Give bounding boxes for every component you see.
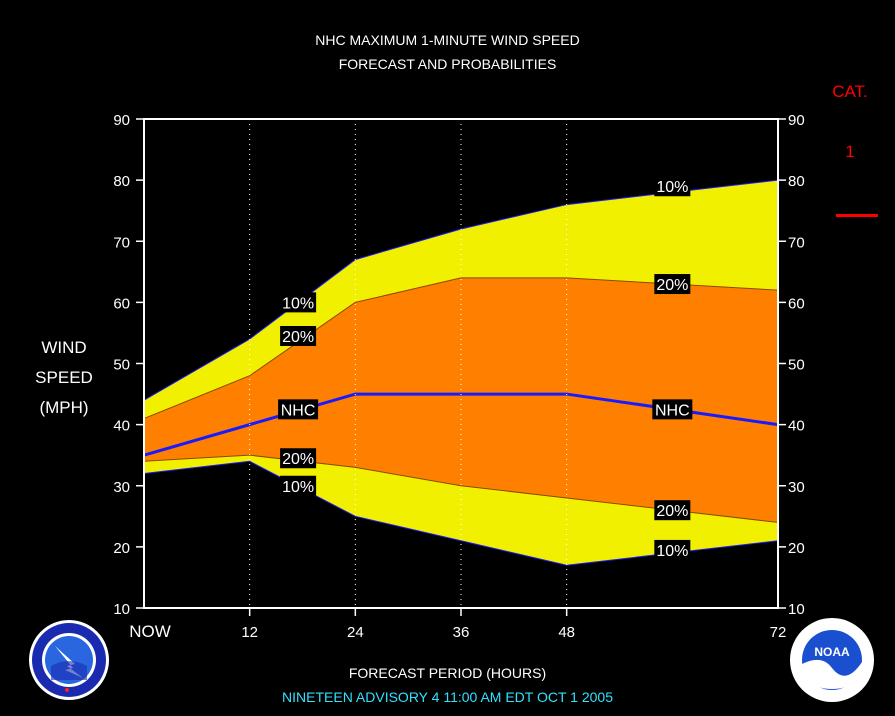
y-tick-label-right-70: 70 bbox=[788, 234, 805, 251]
series-label-box-3 bbox=[280, 448, 317, 469]
y-tick-label-left-40: 40 bbox=[113, 418, 130, 435]
noaa-logo: NOAA bbox=[790, 618, 874, 702]
y-tick-label-right-40: 40 bbox=[788, 418, 805, 435]
y-tick-label-right-20: 20 bbox=[788, 540, 805, 557]
noaa-logo-text: NOAA bbox=[814, 645, 850, 659]
x-tick-label-36: 36 bbox=[453, 624, 470, 641]
line-lower-20 bbox=[144, 454, 778, 523]
y-axis-label-line3: (MPH) bbox=[39, 398, 89, 417]
x-tick-label-12: 12 bbox=[241, 624, 258, 641]
series-label-8: 20% bbox=[656, 503, 688, 520]
chart-title-line2: FORECAST AND PROBABILITIES bbox=[338, 56, 557, 72]
nws-logo bbox=[29, 620, 109, 700]
x-tick-label-72: 72 bbox=[770, 624, 787, 641]
series-label-box-9 bbox=[654, 539, 691, 560]
y-tick-label-left-70: 70 bbox=[113, 234, 130, 251]
y-axis-label-line2: SPEED bbox=[35, 368, 93, 387]
series-label-1: 20% bbox=[282, 329, 314, 346]
y-tick-label-left-30: 30 bbox=[113, 479, 130, 496]
y-axis-ticks: 10 10 20 20 30 30 40 40 50 50 60 60 70 70 80 80 90 90 bbox=[113, 112, 804, 618]
line-upper-20 bbox=[144, 277, 778, 419]
series-label-box-6 bbox=[654, 274, 691, 295]
y-tick-label-right-50: 50 bbox=[788, 357, 805, 374]
y-tick-label-left-20: 20 bbox=[113, 540, 130, 557]
x-axis-label: FORECAST PERIOD (HOURS) bbox=[348, 665, 547, 681]
y-tick-label-right-10: 10 bbox=[788, 601, 805, 618]
y-tick-label-left-10: 10 bbox=[113, 601, 130, 618]
x-tick-label-48: 48 bbox=[558, 624, 575, 641]
category-value: 1 bbox=[845, 142, 855, 161]
category-line bbox=[836, 214, 878, 217]
series-label-box-1 bbox=[280, 325, 317, 346]
category-label: CAT. bbox=[832, 82, 868, 101]
series-label-4: 10% bbox=[282, 479, 314, 496]
y-tick-label-right-90: 90 bbox=[788, 112, 805, 129]
y-tick-label-left-60: 60 bbox=[113, 295, 130, 312]
series-label-box-5 bbox=[654, 176, 691, 197]
x-tick-label-24: 24 bbox=[347, 624, 364, 641]
y-tick-label-right-60: 60 bbox=[788, 295, 805, 312]
y-axis-label-line1: WIND bbox=[41, 338, 87, 357]
series-label-2: NHC bbox=[281, 402, 316, 419]
series-label-7: NHC bbox=[655, 402, 690, 419]
y-tick-label-right-30: 30 bbox=[788, 479, 805, 496]
series-label-box-4 bbox=[280, 475, 317, 496]
series-label-box-0 bbox=[280, 292, 317, 313]
y-tick-label-right-80: 80 bbox=[788, 173, 805, 190]
series-label-box-2 bbox=[278, 399, 319, 420]
y-tick-label-left-50: 50 bbox=[113, 357, 130, 374]
line-lower-10 bbox=[144, 460, 778, 566]
series-label-box-8 bbox=[654, 500, 691, 521]
series-labels: 10% 20% NHC 20% 10% 10% 20% NHC 20% 10% bbox=[278, 176, 693, 560]
series-label-6: 20% bbox=[656, 277, 688, 294]
series-label-9: 10% bbox=[656, 543, 688, 560]
series-label-3: 20% bbox=[282, 451, 314, 468]
advisory-text: NINETEEN ADVISORY 4 11:00 AM EDT OCT 1 2… bbox=[282, 689, 613, 705]
line-upper-10 bbox=[144, 179, 778, 401]
y-tick-label-left-90: 90 bbox=[113, 112, 130, 129]
x-tick-label-NOW: NOW bbox=[129, 622, 171, 641]
chart-title-line1: NHC MAXIMUM 1-MINUTE WIND SPEED bbox=[315, 32, 580, 48]
x-axis-ticks: NOW 12 24 36 48 72 bbox=[129, 608, 786, 641]
y-tick-label-left-80: 80 bbox=[113, 173, 130, 190]
series-label-0: 10% bbox=[282, 295, 314, 312]
series-label-box-7 bbox=[652, 399, 693, 420]
series-label-5: 10% bbox=[656, 179, 688, 196]
line-nhc-forecast bbox=[144, 392, 778, 457]
